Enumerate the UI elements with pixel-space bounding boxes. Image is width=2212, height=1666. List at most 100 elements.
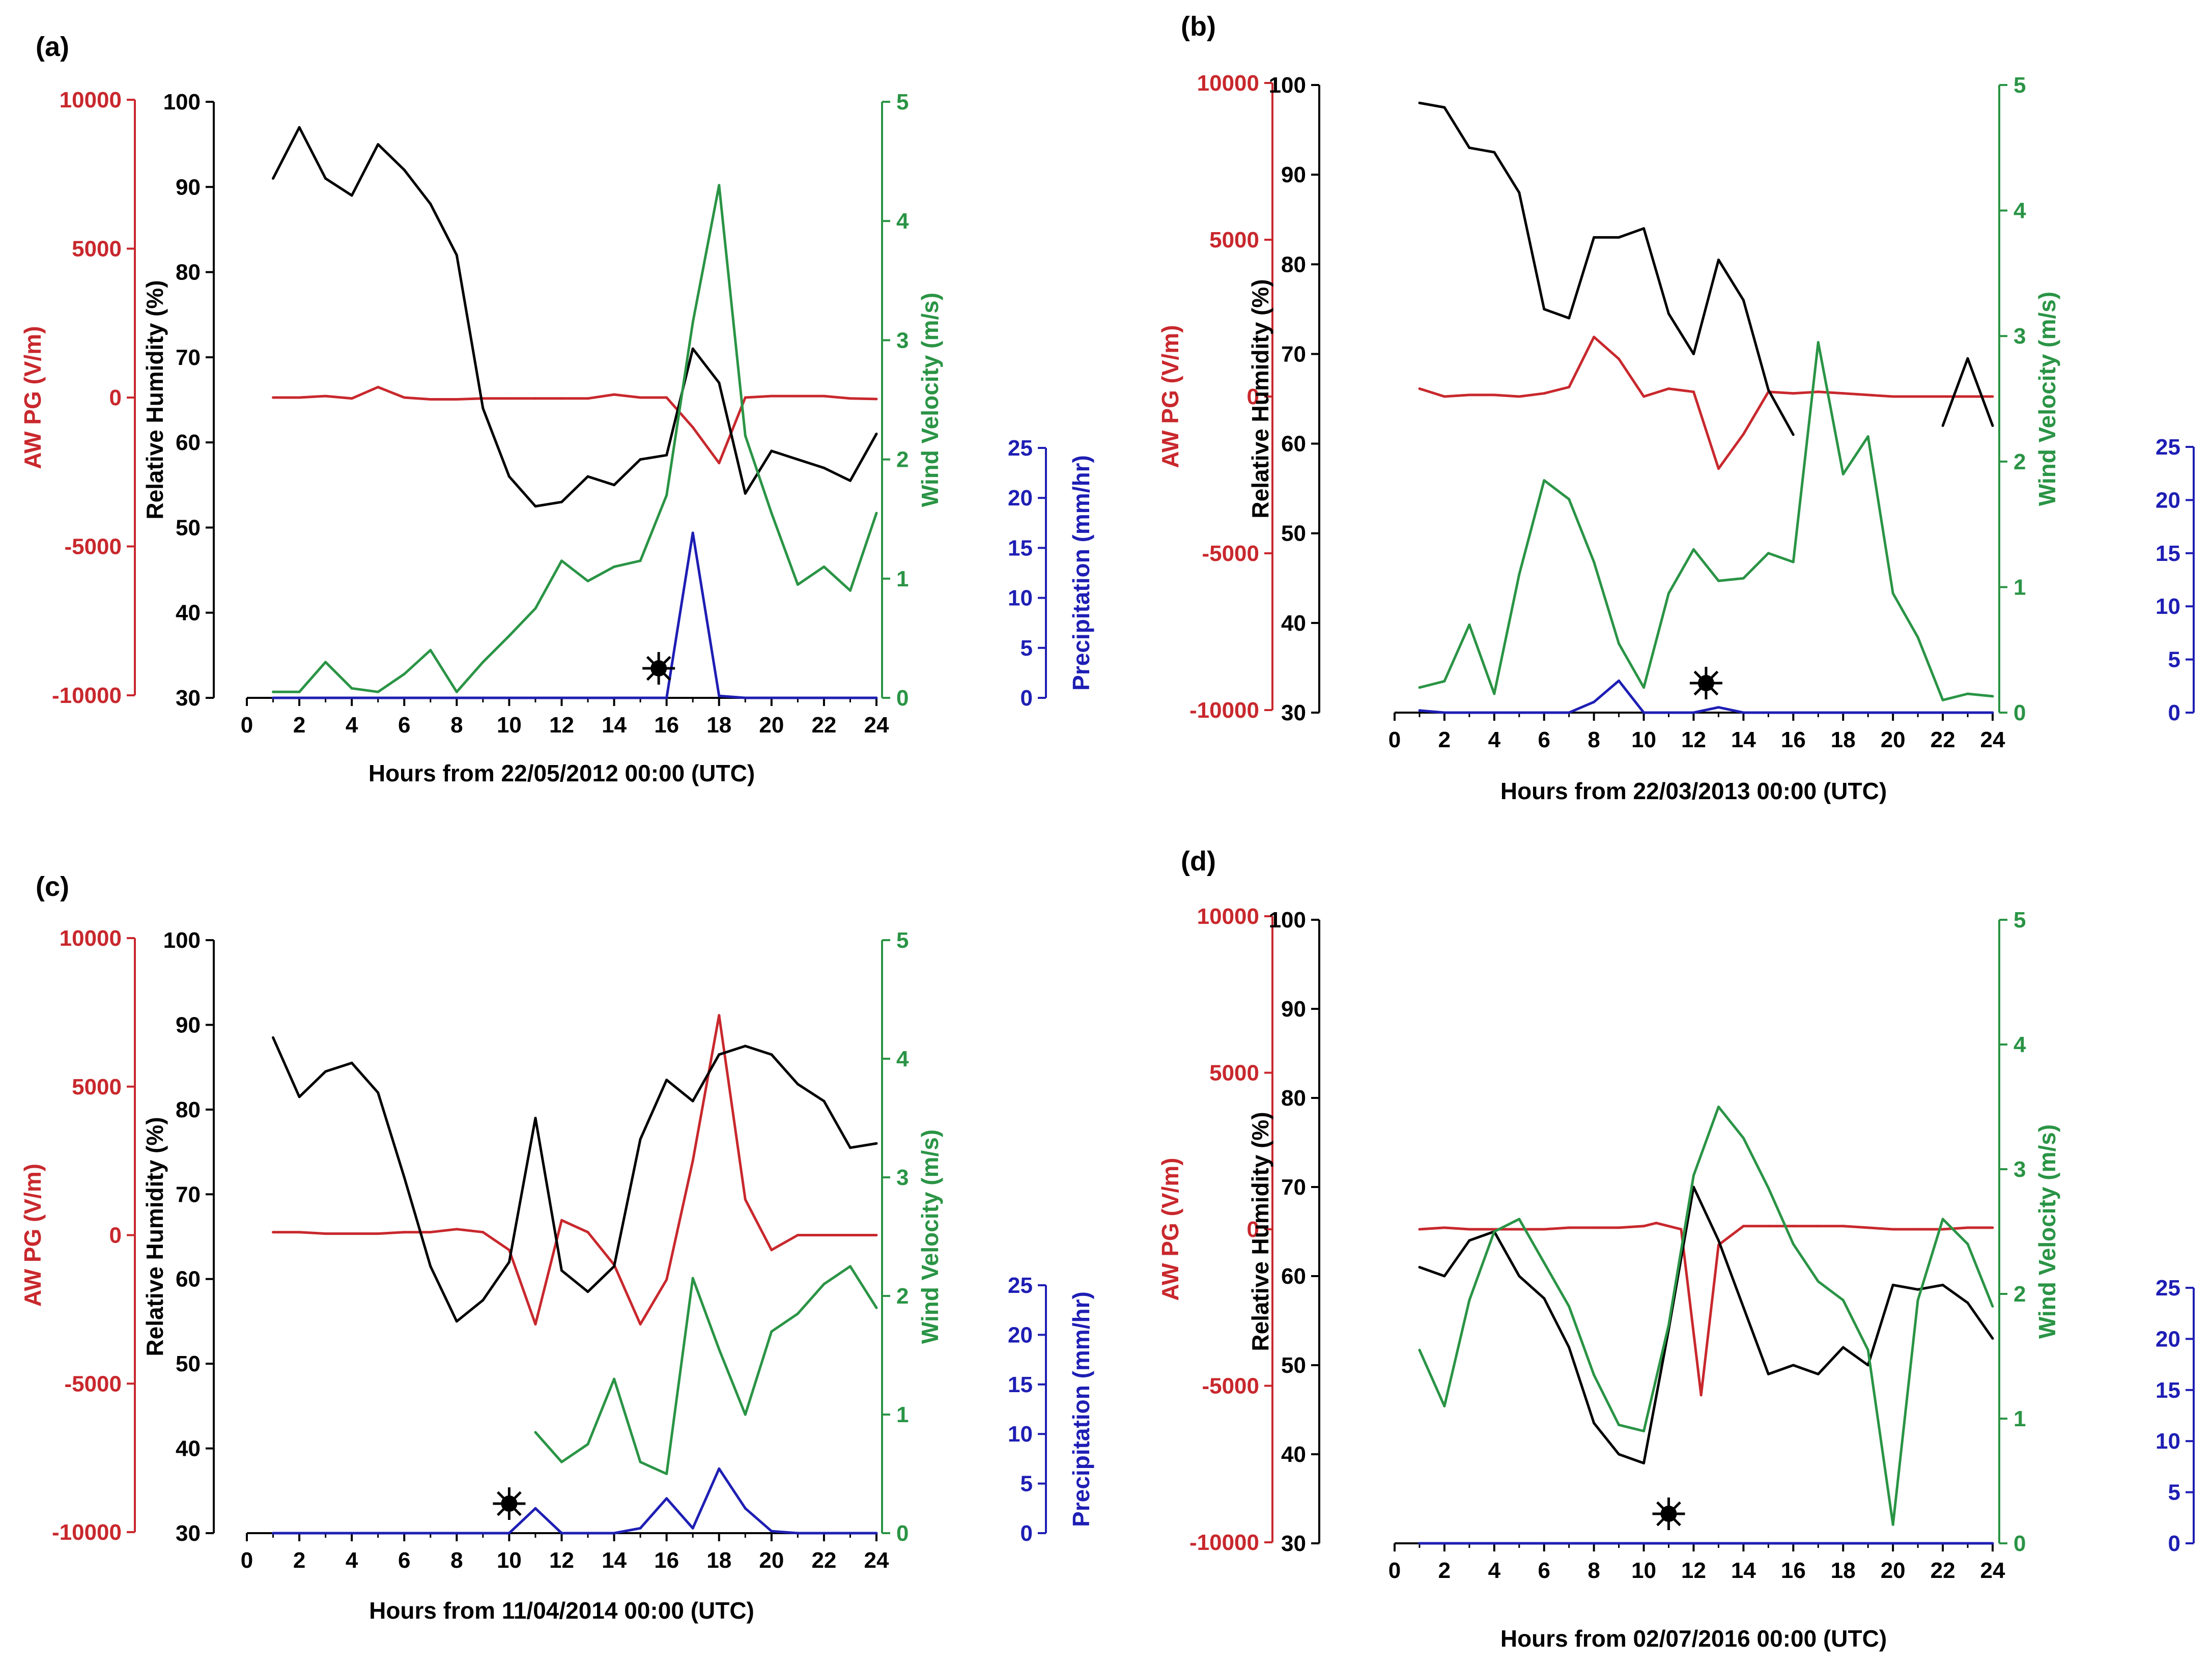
data-point-wind — [665, 494, 668, 497]
series-line-rh — [1419, 1185, 1994, 1464]
data-point-rh — [324, 177, 327, 180]
data-point-pg — [1618, 1226, 1621, 1229]
data-point-pg — [1543, 392, 1546, 395]
data-point-wind — [639, 1460, 642, 1463]
data-point-rh — [455, 1320, 458, 1323]
x-tick-label: 24 — [864, 1548, 889, 1573]
data-point-wind — [1642, 686, 1646, 689]
data-point-precip — [1891, 1542, 1894, 1545]
data-point-precip — [481, 696, 485, 699]
rh-axis-title: Relative Humidity (%) — [1247, 279, 1273, 518]
data-point-pg — [1468, 393, 1471, 397]
rh-tick-label: 40 — [1281, 1442, 1306, 1467]
data-point-wind — [744, 434, 747, 437]
data-point-pg — [1568, 1226, 1571, 1229]
wind-axis-title: Wind Velocity (m/s) — [2034, 1124, 2060, 1339]
pg-tick-label: 5000 — [1209, 228, 1259, 252]
data-point-precip — [455, 1532, 458, 1535]
wind-tick-label: 1 — [2014, 1406, 2026, 1431]
event-marker-core — [501, 1495, 518, 1512]
data-point-precip — [1916, 1542, 1919, 1545]
x-tick-label: 4 — [1488, 727, 1501, 752]
data-point-rh — [665, 1079, 668, 1082]
rh-tick-label: 100 — [1269, 73, 1306, 98]
data-point-precip — [1767, 711, 1770, 714]
data-point-wind — [1642, 1430, 1646, 1432]
pg-tick-label: -10000 — [52, 1520, 122, 1545]
data-point-precip — [1518, 1542, 1521, 1545]
data-point-rh — [1418, 101, 1421, 104]
x-tick-label: 2 — [1438, 1558, 1451, 1583]
data-point-wind — [350, 687, 353, 690]
data-point-wind — [849, 589, 852, 592]
data-point-wind — [507, 634, 511, 637]
x-tick-label: 0 — [241, 713, 253, 738]
x-tick-label: 18 — [1831, 1558, 1856, 1583]
data-point-precip — [1866, 711, 1869, 714]
data-point-precip — [1667, 1542, 1670, 1545]
data-point-pg — [1817, 1225, 1820, 1228]
data-point-rh — [1966, 1302, 1969, 1304]
data-point-wind — [403, 672, 406, 675]
data-point-pg — [1742, 433, 1745, 436]
data-point-wind — [455, 690, 458, 693]
pg-tick-label: -10000 — [52, 683, 122, 708]
data-point-pg — [403, 396, 406, 399]
data-point-rh — [744, 1044, 747, 1048]
data-point-precip — [796, 1532, 799, 1535]
data-point-precip — [718, 1467, 721, 1470]
data-point-wind — [1817, 341, 1820, 344]
data-point-precip — [613, 1532, 616, 1535]
data-point-pg — [377, 386, 380, 388]
data-point-precip — [298, 696, 301, 699]
series-line-pg — [273, 386, 877, 465]
data-point-wind — [1866, 435, 1869, 438]
data-point-precip — [1618, 679, 1621, 682]
data-point-precip — [665, 696, 668, 699]
data-point-wind — [1991, 1305, 1994, 1308]
event-marker-ray — [497, 1491, 505, 1500]
wind-tick-label: 5 — [2014, 908, 2026, 933]
data-point-rh — [534, 505, 537, 508]
data-point-precip — [403, 1532, 406, 1535]
data-point-wind — [1418, 686, 1421, 689]
x-axis-title: Hours from 22/03/2013 00:00 (UTC) — [1500, 778, 1887, 804]
data-point-wind — [1443, 1405, 1446, 1407]
rh-tick-label: 80 — [1281, 1086, 1306, 1111]
event-marker-sun-icon — [1689, 667, 1722, 699]
series-points-precip — [272, 1467, 878, 1535]
data-point-pg — [1680, 1228, 1683, 1231]
data-point-wind — [1891, 1523, 1894, 1526]
series-line-precip — [273, 531, 876, 699]
rh-axis-title: Relative Humidity (%) — [141, 280, 168, 519]
data-point-rh — [1493, 151, 1496, 154]
data-point-pg — [377, 1232, 380, 1235]
data-point-precip — [1468, 711, 1471, 714]
data-point-rh — [1891, 1284, 1894, 1286]
series-points-wind — [1418, 1106, 1994, 1526]
data-point-pg — [691, 1160, 694, 1163]
precip-tick-label: 15 — [1008, 535, 1033, 560]
rh-tick-label: 30 — [1281, 1531, 1306, 1556]
data-point-rh — [1518, 191, 1521, 194]
data-point-wind — [1966, 1243, 1969, 1246]
wind-tick-label: 2 — [2014, 1282, 2026, 1307]
data-point-rh — [429, 203, 432, 206]
data-point-wind — [1593, 1373, 1596, 1376]
data-point-wind — [718, 184, 721, 187]
event-marker-sun-icon — [493, 1487, 526, 1520]
wind-tick-label: 4 — [896, 209, 909, 234]
data-point-pg — [875, 398, 878, 401]
data-point-precip — [324, 1532, 327, 1535]
rh-tick-label: 70 — [1281, 342, 1306, 366]
data-point-rh — [534, 1117, 537, 1119]
rh-tick-label: 90 — [1281, 162, 1306, 187]
wind-tick-label: 3 — [2014, 1157, 2026, 1182]
data-point-pg — [1418, 387, 1421, 390]
data-point-rh — [1742, 299, 1745, 302]
series-line-pg — [1419, 335, 1993, 470]
data-point-rh — [324, 1070, 327, 1073]
event-marker-core — [1697, 675, 1714, 691]
data-point-pg — [1866, 393, 1869, 397]
